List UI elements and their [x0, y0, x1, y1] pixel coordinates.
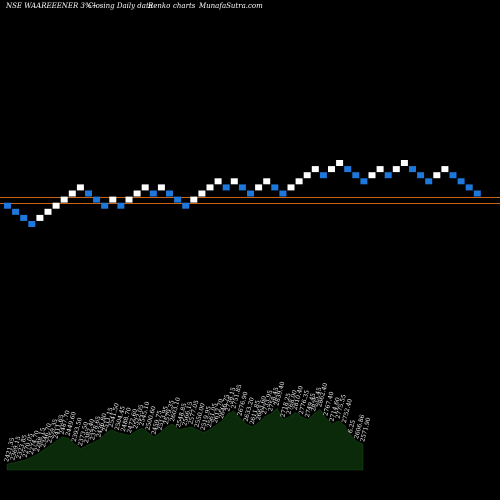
renko-brick-up — [295, 178, 303, 185]
renko-brick-down — [101, 202, 109, 209]
renko-brick-down — [28, 221, 36, 227]
renko-brick-up — [376, 166, 384, 173]
renko-brick-up — [157, 184, 165, 191]
renko-brick-up — [255, 184, 263, 191]
renko-brick-up — [263, 178, 271, 185]
renko-brick-down — [20, 214, 28, 221]
volume-area — [6, 407, 364, 471]
renko-brick-up — [230, 178, 238, 185]
renko-brick-down — [409, 166, 416, 173]
renko-brick-up — [133, 190, 141, 197]
renko-brick-up — [433, 172, 441, 179]
chart-header-type: Renko — [147, 2, 170, 10]
renko-brick-down — [473, 190, 481, 197]
renko-brick-down — [360, 178, 368, 185]
renko-brick-down — [222, 184, 230, 191]
renko-brick-down — [457, 178, 465, 185]
renko-brick-down — [344, 166, 352, 173]
renko-brick-down — [425, 178, 433, 185]
price-labels: 2421.352369.152323.852270.052274.702288.… — [3, 381, 372, 463]
renko-brick-down — [85, 190, 92, 197]
renko-brick-down — [93, 196, 101, 203]
renko-brick-up — [36, 214, 44, 221]
renko-brick-up — [52, 202, 60, 209]
renko-brick-up — [441, 166, 449, 173]
chart-header-site: MunafaSutra.com — [198, 2, 263, 10]
renko-brick-up — [125, 196, 133, 203]
renko-brick-down — [449, 172, 457, 179]
renko-brick-up — [76, 184, 84, 191]
renko-brick-down — [352, 172, 360, 179]
renko-brick-down — [4, 202, 11, 209]
renko-brick-up — [198, 190, 206, 197]
renko-brick-up — [206, 184, 214, 191]
renko-brick-up — [392, 166, 400, 173]
renko-brick-down — [238, 184, 246, 191]
renko-brick-down — [384, 172, 392, 179]
renko-brick-down — [417, 172, 425, 179]
renko-brick-down — [319, 172, 327, 179]
renko-brick-down — [247, 190, 254, 197]
renko-brick-up — [141, 184, 149, 191]
price-label: 6.25 — [347, 419, 357, 434]
renko-brick-up — [368, 172, 376, 179]
renko-brick-up — [328, 166, 335, 173]
renko-brick-down — [174, 196, 182, 203]
renko-brick-down — [182, 202, 190, 209]
chart-header-desc: Closing Daily data — [88, 2, 153, 10]
renko-brick-up — [190, 196, 198, 203]
renko-brick-up — [400, 160, 408, 166]
renko-brick-down — [12, 208, 20, 215]
renko-bricks — [4, 160, 481, 227]
renko-brick-down — [149, 190, 157, 197]
renko-brick-up — [109, 196, 117, 203]
renko-brick-up — [214, 178, 222, 185]
renko-brick-down — [271, 184, 279, 191]
renko-brick-down — [465, 184, 473, 191]
renko-brick-up — [311, 166, 319, 173]
renko-brick-up — [287, 184, 295, 191]
renko-brick-up — [60, 196, 68, 203]
renko-brick-up — [68, 190, 76, 197]
renko-brick-down — [166, 190, 173, 197]
chart-header-symbol: NSE WAAREEENER 3%~ — [5, 2, 98, 10]
renko-brick-down — [279, 190, 287, 197]
renko-brick-up — [303, 172, 311, 179]
chart-header-charts: charts — [173, 2, 196, 10]
renko-brick-down — [117, 202, 125, 209]
renko-brick-up — [336, 160, 344, 166]
renko-brick-up — [44, 208, 52, 215]
